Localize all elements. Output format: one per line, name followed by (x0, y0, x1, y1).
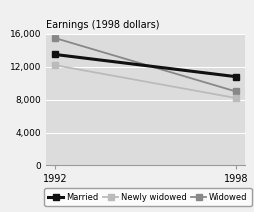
Text: Earnings (1998 dollars): Earnings (1998 dollars) (46, 20, 159, 30)
Legend: Married, Newly widowed, Widowed: Married, Newly widowed, Widowed (44, 188, 251, 206)
